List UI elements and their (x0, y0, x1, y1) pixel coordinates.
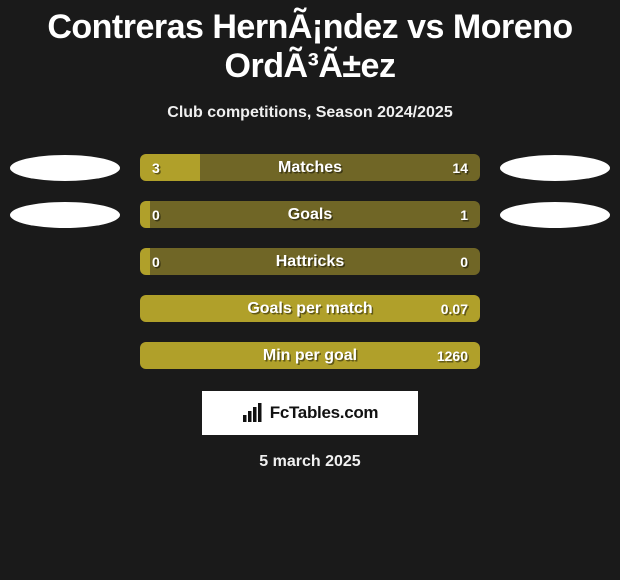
page-title: Contreras HernÃ¡ndez vs Moreno OrdÃ³Ã±ez (0, 8, 620, 86)
stat-bar: Hattricks00 (140, 248, 480, 275)
stat-row: Matches314 (0, 154, 620, 181)
stat-rows: Matches314 Goals01 Hattricks00 Goals per ma… (0, 154, 620, 369)
player-right-marker (500, 155, 610, 181)
stat-bar: Min per goal1260 (140, 342, 480, 369)
bar-segment-left (140, 201, 150, 228)
stat-bar: Goals per match0.07 (140, 295, 480, 322)
player-left-marker (10, 155, 120, 181)
subtitle: Club competitions, Season 2024/2025 (0, 104, 620, 122)
bar-segment-left (140, 295, 480, 322)
stat-row: Hattricks00 (0, 248, 620, 275)
stat-row: Goals01 (0, 201, 620, 228)
stat-bar: Goals01 (140, 201, 480, 228)
date-label: 5 march 2025 (0, 453, 620, 471)
stat-row: Min per goal1260 (0, 342, 620, 369)
player-left-marker (10, 202, 120, 228)
bar-chart-icon (242, 403, 264, 423)
stat-bar: Matches314 (140, 154, 480, 181)
bar-segment-left (140, 342, 480, 369)
brand-badge: FcTables.com (202, 391, 418, 435)
bar-segment-right (150, 201, 480, 228)
brand-text: FcTables.com (270, 403, 379, 423)
bar-segment-right (200, 154, 480, 181)
bar-segment-left (140, 154, 200, 181)
bar-segment-right (150, 248, 480, 275)
stat-row: Goals per match0.07 (0, 295, 620, 322)
player-right-marker (500, 202, 610, 228)
bar-segment-left (140, 248, 150, 275)
